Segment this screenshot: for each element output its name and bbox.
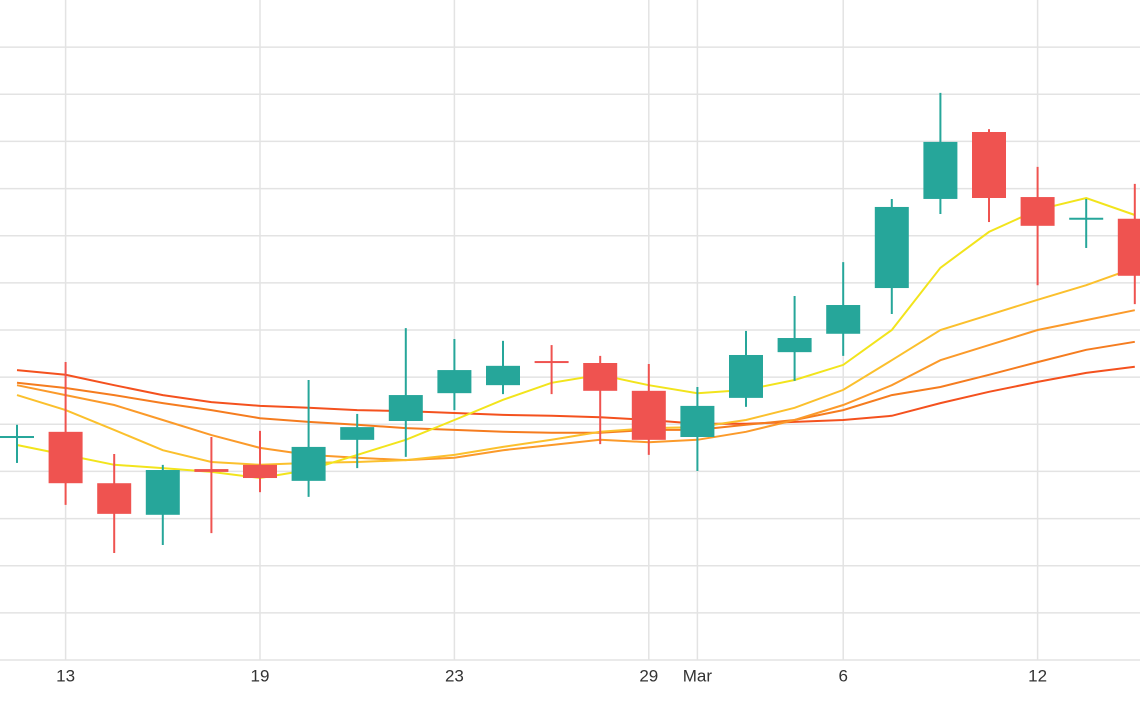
plot-area bbox=[0, 92, 1140, 553]
candle-body bbox=[972, 132, 1006, 198]
candle-body bbox=[97, 483, 132, 514]
x-tick-label: 19 bbox=[251, 666, 270, 685]
x-tick-label: 13 bbox=[56, 666, 75, 685]
candle-body bbox=[534, 361, 569, 364]
candle-body bbox=[291, 446, 326, 481]
candle-body bbox=[777, 338, 812, 353]
candle-body bbox=[48, 431, 83, 484]
candle-body bbox=[340, 427, 375, 440]
candle-body bbox=[680, 405, 715, 438]
candle-body bbox=[486, 365, 520, 386]
candle-body bbox=[874, 206, 909, 289]
candle-body bbox=[631, 390, 666, 440]
candle-body bbox=[0, 436, 34, 439]
x-tick-label: 29 bbox=[639, 666, 658, 685]
candle-body bbox=[1020, 197, 1055, 226]
candle-body bbox=[1117, 218, 1140, 276]
candle-body bbox=[194, 469, 229, 472]
candle-body bbox=[583, 363, 618, 391]
candle-body bbox=[243, 464, 277, 479]
candle-body bbox=[729, 354, 763, 398]
candle-body bbox=[145, 470, 180, 515]
candle-body bbox=[826, 305, 861, 334]
grid bbox=[0, 0, 1140, 661]
candle-body bbox=[388, 395, 423, 421]
moving-average-line bbox=[16, 340, 1135, 434]
x-tick-label: Mar bbox=[683, 666, 713, 685]
x-tick-label: 6 bbox=[838, 666, 847, 685]
moving-average-line bbox=[16, 365, 1135, 425]
moving-average-line bbox=[16, 266, 1136, 466]
candle-body bbox=[923, 141, 958, 199]
candle-body bbox=[437, 370, 472, 394]
x-tick-label: 23 bbox=[445, 666, 464, 685]
x-tick-label: 12 bbox=[1028, 666, 1047, 685]
candle-body bbox=[1069, 217, 1104, 220]
x-axis: 13 19 23 29 Mar 6 12 bbox=[56, 666, 1047, 685]
moving-average-line bbox=[16, 309, 1135, 462]
